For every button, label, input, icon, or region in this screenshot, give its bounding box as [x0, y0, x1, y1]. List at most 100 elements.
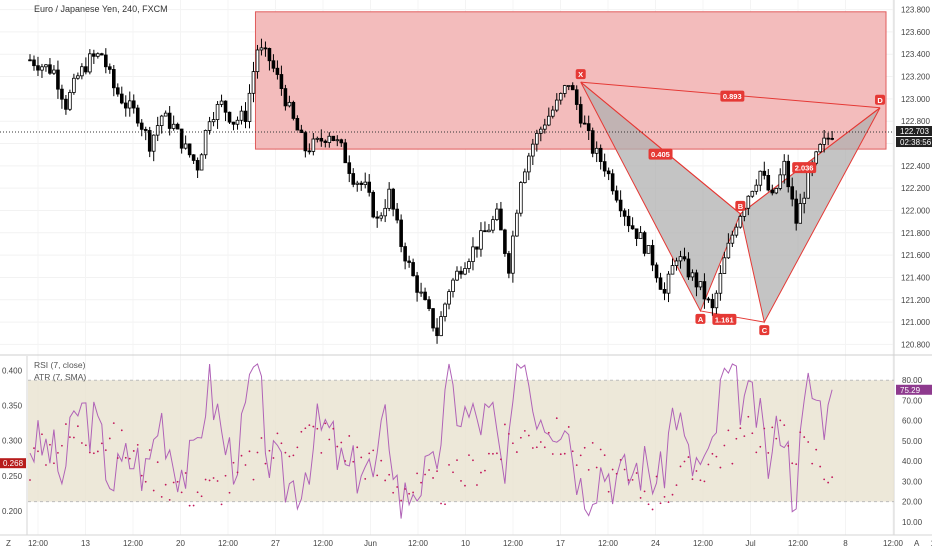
pattern-leg-xb[interactable] — [580, 81, 741, 215]
atr-dot — [368, 452, 371, 455]
harmonic-pattern[interactable] — [580, 81, 881, 324]
atr-dot — [45, 464, 47, 466]
atr-dot — [276, 432, 279, 435]
atr-dot — [472, 459, 474, 462]
atr-dot — [815, 448, 818, 451]
atr-dot — [204, 478, 207, 481]
atr-dot — [224, 474, 227, 477]
candle-bear — [654, 264, 659, 279]
atr-dot — [328, 438, 331, 441]
atr-dot — [432, 477, 434, 479]
candle-bull — [163, 112, 168, 117]
atr-dot — [695, 470, 698, 472]
rsi-line — [29, 362, 833, 519]
atr-dot — [687, 456, 690, 458]
candle-bull — [527, 155, 531, 173]
atr-dot — [575, 464, 578, 467]
pattern-point-c: C — [762, 326, 768, 335]
price-tick-label: 121.400 — [901, 273, 930, 282]
candle-bull — [68, 92, 72, 110]
pattern-ratio-label: 2.036 — [795, 164, 814, 173]
atr-dot — [787, 445, 790, 447]
pattern-point-d-badge[interactable] — [875, 94, 886, 105]
indicator-pane[interactable]: RSI (7, close) ATR (7, SMA) 0.4000.3500.… — [0, 356, 932, 535]
price-axis[interactable]: 123.800 123.600 123.400 123.200 123.000 122.8… — [893, 0, 932, 535]
atr-dot — [671, 493, 674, 496]
candle-bull — [814, 151, 818, 164]
candle-bear — [459, 270, 463, 275]
pattern-ratio-badge — [712, 313, 737, 325]
pattern-ratio-label: 0.893 — [723, 92, 742, 101]
atr-dot — [567, 426, 570, 428]
atr-dot — [595, 466, 598, 469]
last-price-badge-bg — [896, 126, 932, 137]
candle-bear — [223, 100, 228, 113]
candle-bear — [36, 65, 40, 71]
atr-tick-label: 0.250 — [2, 472, 23, 481]
atr-dot — [731, 462, 734, 465]
atr-dot — [420, 481, 422, 484]
time-tick-label: 12:00 — [408, 539, 429, 548]
candle-bear — [119, 93, 124, 104]
rsi-tick-label: 60.00 — [902, 417, 923, 426]
candle-bear — [263, 47, 268, 50]
candle-bear — [375, 216, 379, 219]
candle-bear — [303, 132, 308, 152]
candle-bear — [104, 54, 108, 68]
pattern-point-c-badge[interactable] — [759, 325, 770, 336]
rsi-axis-ticks: 80.00 70.00 60.00 50.00 40.00 30.00 20.00 10.00 — [902, 376, 923, 527]
supply-zone[interactable] — [254, 11, 887, 150]
atr-dot — [372, 449, 375, 452]
atr-dot — [408, 492, 411, 495]
corner-left-label[interactable]: Z — [6, 539, 11, 548]
time-axis[interactable]: 12:00 13 12:00 20 12:00 27 12:00 Jun 12:00 10 12:0… — [0, 534, 932, 548]
candle-bear — [570, 85, 575, 91]
pattern-leg-bd[interactable] — [740, 107, 881, 215]
atr-dot — [88, 451, 91, 454]
atr-dot — [583, 446, 586, 449]
candle-bull — [558, 93, 563, 101]
candle-bear — [319, 137, 324, 142]
atr-dot — [647, 503, 650, 506]
pattern-point-b-badge[interactable] — [735, 200, 746, 211]
candle-bear — [195, 160, 200, 171]
atr-dot — [148, 449, 151, 451]
rsi-tick-label: 50.00 — [902, 437, 923, 446]
rsi-tick-label: 80.00 — [902, 376, 923, 385]
candle-bear — [275, 67, 280, 75]
candle-bull — [72, 77, 76, 93]
candle-bull — [718, 273, 723, 294]
atr-dot — [61, 444, 63, 447]
candle-bull — [690, 272, 695, 278]
atr-dot — [503, 423, 506, 426]
atr-dot — [108, 437, 111, 440]
price-axis-ticks: 123.800 123.600 123.400 123.200 123.000 122.8… — [901, 6, 930, 350]
atr-dot — [735, 437, 738, 440]
corner-right-label[interactable]: A — [914, 539, 920, 548]
atr-dot — [33, 447, 35, 450]
pattern-point-x-badge[interactable] — [575, 69, 586, 80]
candle-bear — [602, 161, 607, 172]
candle-bear — [28, 59, 32, 62]
candle-bear — [407, 260, 411, 263]
atr-dot — [547, 431, 550, 434]
candle-bull — [335, 139, 340, 142]
atr-dot — [819, 465, 822, 468]
atr-dot — [280, 442, 283, 445]
supply-zone-rect[interactable] — [254, 11, 887, 150]
atr-dot — [356, 446, 359, 449]
atr-dot — [831, 476, 834, 479]
candle-bear — [115, 87, 120, 95]
atr-dot — [172, 481, 175, 484]
atr-dot — [220, 503, 223, 506]
countdown-value: 02:38:56 — [900, 138, 932, 147]
atr-dot — [37, 450, 39, 453]
atr-dot — [316, 427, 319, 430]
candle-bear — [323, 140, 328, 143]
candle-bear — [682, 256, 687, 260]
time-tick-label: 17 — [556, 539, 565, 548]
atr-dot — [120, 429, 123, 432]
pattern-point-a-badge[interactable] — [695, 313, 706, 324]
candle-bear — [770, 189, 775, 194]
